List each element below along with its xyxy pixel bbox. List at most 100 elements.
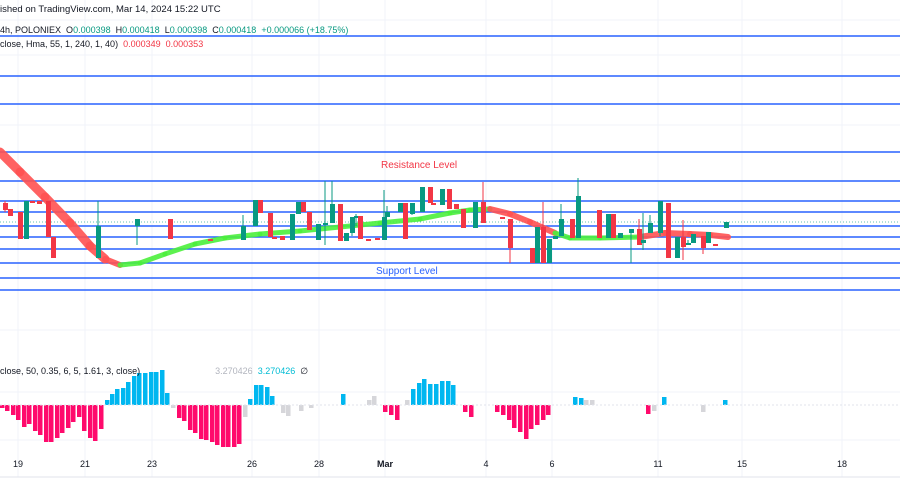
candle <box>648 223 653 233</box>
candle <box>241 226 246 240</box>
open-value: 0.000398 <box>73 25 111 35</box>
candle <box>168 219 173 239</box>
x-tick-label: 23 <box>146 459 158 469</box>
candle <box>8 209 13 216</box>
candle <box>530 248 535 263</box>
candle <box>440 189 445 205</box>
x-tick-label: 19 <box>12 459 24 469</box>
candle <box>18 212 23 239</box>
candle <box>481 202 486 223</box>
osc-params: close, 50, 0.35, 6, 5, 1.61, 3, close) <box>0 366 141 376</box>
candle <box>508 219 513 248</box>
candle <box>301 202 306 212</box>
candle <box>268 213 273 237</box>
high-value: 0.000418 <box>122 25 160 35</box>
candle <box>410 203 415 214</box>
candle <box>681 237 686 247</box>
candle <box>403 203 408 239</box>
oscillator-legend[interactable]: close, 50, 0.35, 6, 5, 1.61, 3, close) 3… <box>0 366 308 377</box>
candle <box>641 240 646 243</box>
candle <box>344 233 349 241</box>
candle <box>358 216 363 239</box>
hma-params: close, Hma, 55, 1, 240, 1, 40) <box>0 39 119 49</box>
x-tick-label: Mar <box>376 459 394 469</box>
candle <box>447 189 452 209</box>
no-value-icon: ∅ <box>300 366 309 376</box>
candle <box>3 203 8 210</box>
candle <box>691 234 696 243</box>
candle <box>428 187 433 203</box>
low-value: 0.000398 <box>169 25 208 35</box>
candle <box>713 244 718 246</box>
candle <box>618 233 623 238</box>
candle <box>30 201 35 203</box>
candle <box>398 203 403 212</box>
candle <box>290 214 295 240</box>
candle <box>431 203 436 205</box>
symbol-label[interactable]: 4h, POLONIEX <box>0 25 62 35</box>
candle <box>420 187 425 212</box>
candle <box>541 227 546 263</box>
candle <box>576 196 581 238</box>
hma-value-2: 0.000353 <box>165 39 204 49</box>
x-tick-label: 26 <box>246 459 258 469</box>
candle <box>637 229 642 245</box>
candle <box>350 217 355 233</box>
candle <box>253 200 258 226</box>
candle <box>24 201 29 239</box>
candle <box>724 222 729 228</box>
candle <box>96 226 101 258</box>
support-resistance-lines[interactable] <box>0 35 900 291</box>
x-tick-label: 11 <box>653 459 663 469</box>
osc-value-1: 3.270426 <box>215 366 253 376</box>
candle <box>461 209 466 228</box>
candle <box>330 204 335 223</box>
candle <box>258 200 263 213</box>
candle <box>338 204 343 241</box>
candle <box>272 237 277 239</box>
candle <box>706 232 711 243</box>
resistance-label[interactable]: Resistance Level <box>381 160 458 171</box>
candle <box>686 243 691 245</box>
hma-legend[interactable]: close, Hma, 55, 1, 240, 1, 40) 0.000349 … <box>0 39 203 49</box>
change-value: +0.000066 (+18.75%) <box>261 25 349 35</box>
x-tick-label: 4 <box>483 459 489 469</box>
candle <box>500 217 505 219</box>
candle <box>473 202 478 228</box>
candle <box>553 236 558 239</box>
candle <box>701 236 706 248</box>
candle <box>535 227 540 263</box>
candle <box>366 239 371 241</box>
candle <box>570 219 575 238</box>
candle <box>375 238 380 240</box>
close-value: 0.000418 <box>218 25 257 35</box>
candle <box>135 219 140 226</box>
x-tick-label: 15 <box>736 459 748 469</box>
candle <box>382 217 387 240</box>
candle <box>611 214 616 238</box>
candle <box>51 237 56 258</box>
oscillator-histogram <box>0 370 728 447</box>
candle <box>629 229 634 233</box>
candle <box>307 212 312 230</box>
candle <box>658 201 663 233</box>
candle <box>296 202 301 214</box>
support-label[interactable]: Support Level <box>376 266 438 277</box>
candlestick-series <box>3 178 729 263</box>
candle <box>37 201 42 204</box>
osc-value-2: 3.270426 <box>257 366 296 376</box>
x-tick-label: 6 <box>549 459 555 469</box>
x-tick-label: 18 <box>836 459 848 469</box>
candle <box>316 224 321 240</box>
candle <box>280 236 285 240</box>
candle <box>354 216 359 218</box>
x-tick-label: 28 <box>313 459 325 469</box>
candle <box>675 237 680 258</box>
hma-value-1: 0.000349 <box>123 39 161 49</box>
candle <box>385 212 390 217</box>
hull-ma-line <box>0 147 731 268</box>
candle <box>454 204 459 209</box>
ohlc-legend: 4h, POLONIEX O0.000398 H0.000418 L0.0003… <box>0 25 349 35</box>
x-tick-label: 21 <box>79 459 91 469</box>
